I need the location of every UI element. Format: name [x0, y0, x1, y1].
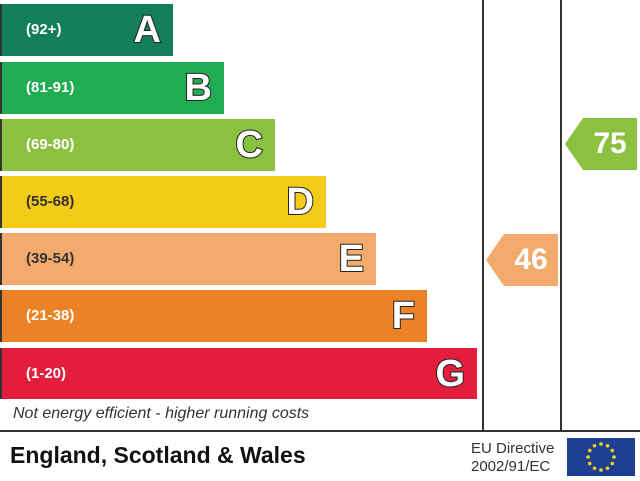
eu-directive: EU Directive 2002/91/EC	[471, 440, 554, 476]
band-b: (81-91) B	[0, 62, 224, 114]
band-range: (69-80)	[26, 136, 75, 153]
band-letter: D	[286, 180, 315, 224]
band-letter: C	[235, 123, 264, 167]
band-range: (39-54)	[26, 250, 75, 267]
band-f: (21-38) F	[0, 290, 427, 342]
band-range: (1-20)	[26, 365, 67, 382]
band-e: (39-54) E	[0, 233, 376, 285]
directive-line1: EU Directive	[471, 440, 555, 457]
inefficient-note: Not energy efficient - higher running co…	[13, 405, 310, 422]
potential-rating-arrow: 75	[565, 118, 637, 170]
band-a: (92+) A	[0, 4, 173, 56]
column-divider	[482, 0, 484, 432]
band-letter: E	[338, 237, 365, 281]
region-label: England, Scotland & Wales	[10, 442, 306, 468]
current-rating-value: 46	[514, 243, 548, 276]
band-range: (55-68)	[26, 193, 75, 210]
band-c: (69-80) C	[0, 119, 275, 171]
band-range: (81-91)	[26, 79, 75, 96]
band-g: (1-20) G	[0, 348, 477, 399]
directive-line2: 2002/91/EC	[471, 458, 551, 475]
band-range: (21-38)	[26, 307, 75, 324]
eu-flag-icon	[567, 438, 635, 476]
potential-rating-value: 75	[593, 127, 627, 160]
band-letter: B	[184, 66, 213, 110]
footer-divider	[0, 430, 640, 432]
band-letter: A	[133, 8, 162, 52]
column-divider	[560, 0, 562, 432]
band-letter: F	[391, 294, 416, 338]
band-letter: G	[434, 352, 466, 396]
band-range: (92+)	[26, 21, 62, 38]
band-d: (55-68) D	[0, 176, 326, 228]
current-rating-arrow: 46	[486, 234, 558, 286]
